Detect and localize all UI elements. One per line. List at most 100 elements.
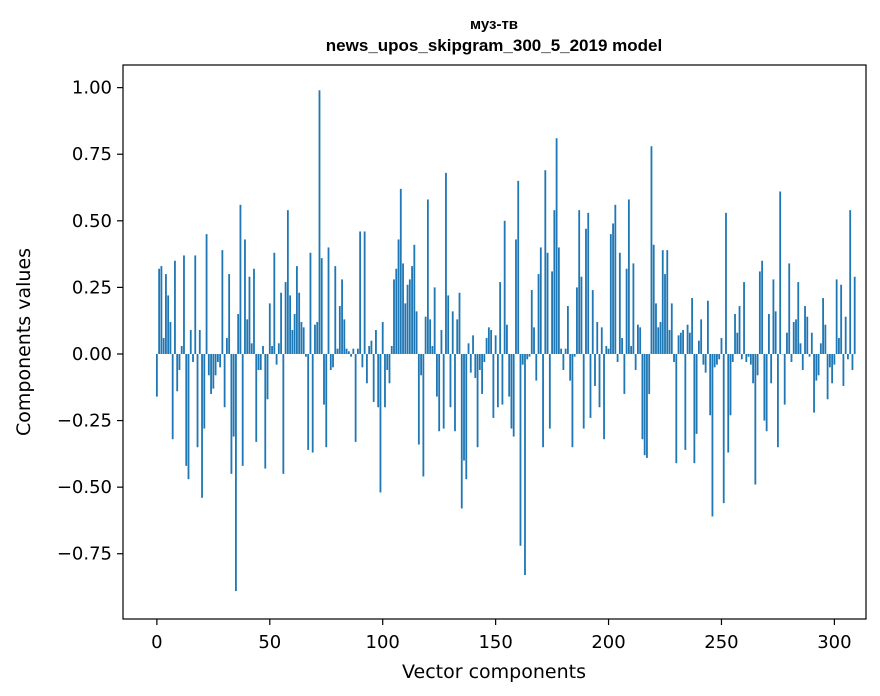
bar: [341, 279, 343, 354]
bar: [566, 306, 569, 354]
y-axis-label: Components values: [13, 248, 35, 436]
bar: [273, 252, 276, 354]
bar: [302, 327, 305, 354]
bar: [174, 260, 176, 354]
bar: [788, 263, 791, 354]
bar: [822, 298, 824, 354]
bar: [745, 353, 748, 362]
bar: [187, 353, 190, 480]
bar: [366, 353, 368, 384]
bar: [777, 353, 779, 448]
bar: [388, 353, 391, 384]
x-tick-label: 100: [366, 632, 400, 653]
bar: [819, 343, 822, 354]
bar: [528, 353, 531, 357]
bar: [637, 324, 639, 354]
bar: [569, 353, 572, 381]
bar: [790, 353, 793, 362]
x-tick-label: 50: [258, 632, 281, 653]
bar: [451, 311, 454, 354]
bar: [722, 353, 725, 504]
bar: [255, 353, 258, 442]
bar: [192, 353, 194, 362]
y-tick-label: −0.25: [57, 411, 112, 432]
bar: [716, 353, 718, 365]
bar: [171, 353, 174, 440]
bar: [248, 276, 251, 354]
bar: [496, 353, 499, 408]
bar: [289, 295, 292, 354]
bar: [384, 353, 386, 408]
bar: [338, 306, 341, 354]
bar: [447, 295, 450, 354]
bar: [512, 353, 515, 437]
bar: [576, 287, 578, 354]
y-tick-label: 0.25: [72, 277, 112, 298]
bar: [546, 252, 549, 354]
bar: [442, 353, 445, 429]
bar: [436, 353, 438, 397]
bar: [632, 263, 635, 354]
bar: [747, 353, 750, 357]
bar: [786, 332, 788, 354]
bar: [503, 220, 506, 354]
bar: [246, 319, 249, 354]
bar: [483, 353, 486, 362]
bar: [370, 340, 373, 354]
bar: [582, 353, 585, 429]
bar: [286, 210, 289, 354]
bar: [598, 353, 601, 408]
bar: [492, 353, 495, 418]
bar: [293, 314, 296, 354]
bar: [548, 353, 551, 429]
plot-frame: [122, 64, 867, 620]
bar: [277, 343, 280, 354]
bar: [684, 353, 687, 450]
bar: [713, 353, 716, 368]
bar: [232, 353, 235, 437]
bar: [183, 255, 185, 354]
bar: [801, 353, 804, 370]
bar: [225, 338, 228, 354]
bar: [772, 279, 775, 354]
bar: [469, 353, 472, 373]
bar: [165, 274, 167, 354]
bar: [679, 332, 682, 354]
bar: [250, 343, 253, 354]
bar: [542, 353, 544, 448]
bar: [445, 172, 447, 354]
bar: [740, 353, 743, 360]
bar: [799, 343, 802, 354]
bar: [707, 300, 709, 354]
bar: [580, 276, 583, 354]
bar: [643, 353, 646, 456]
bar: [695, 353, 698, 434]
bar: [702, 353, 705, 365]
x-tick-label: 250: [704, 632, 738, 653]
bar: [205, 234, 208, 354]
bar: [756, 353, 759, 376]
bar: [659, 322, 662, 354]
bar: [499, 282, 502, 354]
bar: [616, 353, 619, 362]
bar: [585, 228, 587, 354]
bar: [673, 353, 675, 362]
bar: [736, 332, 739, 354]
y-tick-label: −0.75: [57, 544, 112, 565]
bar: [253, 268, 255, 354]
bar: [553, 210, 556, 354]
bar: [284, 282, 287, 354]
bar: [573, 353, 576, 357]
bar: [650, 146, 653, 354]
bar: [614, 204, 617, 354]
bar: [474, 353, 477, 378]
bar: [661, 250, 664, 354]
bar: [438, 353, 441, 432]
bar: [562, 353, 565, 370]
bar: [393, 279, 395, 354]
bar: [711, 353, 714, 517]
bar: [352, 348, 355, 354]
bar: [408, 279, 411, 354]
bar: [266, 353, 269, 400]
